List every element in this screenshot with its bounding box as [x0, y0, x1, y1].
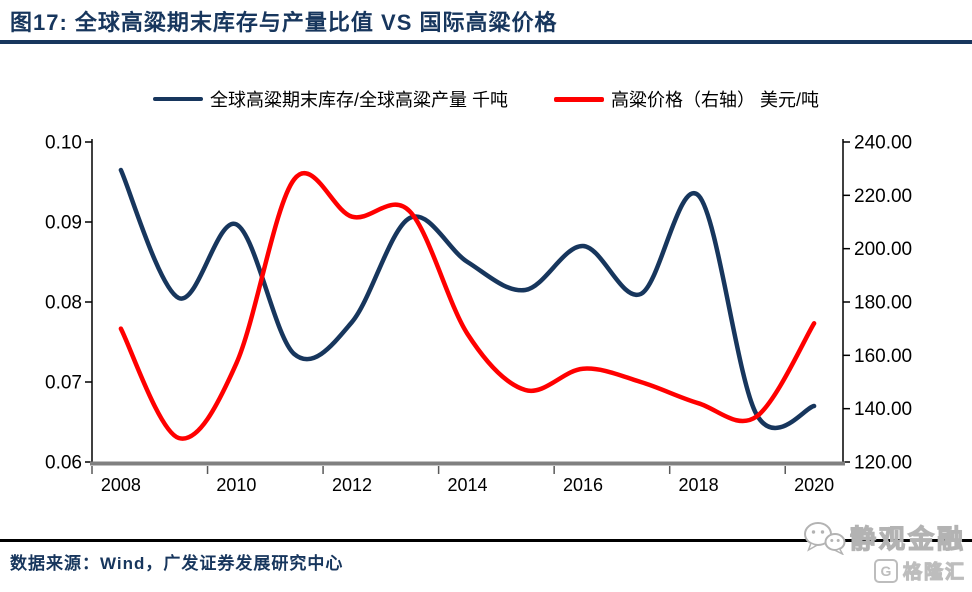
x-axis-tick-label: 2008	[101, 475, 141, 495]
x-axis-tick-label: 2010	[216, 475, 256, 495]
wechat-icon	[803, 521, 846, 555]
y-axis-left-tick-label: 0.08	[45, 293, 82, 314]
legend-item-stock-ratio: 全球高粱期末库存/全球高粱产量 千吨	[152, 86, 508, 112]
legend-item-price: 高粱价格（右轴） 美元/吨	[554, 86, 819, 112]
legend-line-swatch-navy	[152, 97, 203, 101]
y-axis-left-tick-label: 0.10	[45, 133, 82, 154]
y-axis-right-tick-label: 120.00	[854, 453, 912, 474]
watermark-wechat-row: 静观金融	[802, 519, 966, 556]
title-underline	[0, 40, 972, 44]
watermark-text: 静观金融	[849, 523, 966, 554]
data-source-note: 数据来源：Wind，广发证券发展研究中心	[10, 554, 344, 573]
x-axis-tick-label: 2014	[447, 475, 487, 495]
x-axis-tick-label: 2018	[679, 475, 719, 495]
y-axis-right-tick-label: 160.00	[854, 346, 912, 367]
y-axis-left-tick-label: 0.06	[45, 453, 82, 474]
y-axis-right-tick-label: 240.00	[854, 133, 912, 154]
x-axis-tick-label: 2016	[563, 475, 603, 495]
y-axis-right-tick-label: 220.00	[854, 186, 912, 207]
x-axis-tick-label: 2020	[794, 475, 834, 495]
y-axis-left-tick-label: 0.07	[45, 373, 82, 394]
legend-label: 全球高粱期末库存/全球高粱产量 千吨	[209, 90, 508, 110]
footer-divider	[0, 539, 972, 542]
x-axis-tick-label: 2012	[332, 475, 372, 495]
chart-title: 图17: 全球高粱期末库存与产量比值 VS 国际高粱价格	[10, 10, 558, 35]
series-line-stock-ratio	[118, 167, 817, 431]
gelonghui-logo-icon: G	[873, 558, 898, 583]
y-axis-right-tick-label: 180.00	[854, 293, 912, 314]
legend-label: 高粱价格（右轴） 美元/吨	[611, 90, 820, 110]
watermark-logo-row: G 格隆汇	[802, 557, 966, 584]
series-line-price	[118, 171, 817, 441]
watermark-logo-text: 格隆汇	[902, 562, 966, 584]
y-axis-left-tick-label: 0.09	[45, 213, 82, 234]
chart-legend: 全球高粱期末库存/全球高粱产量 千吨 高粱价格（右轴） 美元/吨	[0, 86, 972, 112]
y-axis-right-tick-label: 200.00	[854, 239, 912, 260]
watermark: 静观金融 G 格隆汇	[802, 519, 966, 584]
legend-line-swatch-red	[554, 96, 604, 102]
y-axis-right-tick-label: 140.00	[854, 399, 912, 420]
